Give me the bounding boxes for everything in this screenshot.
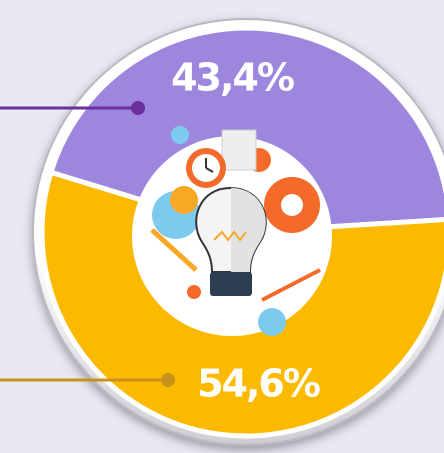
value-label: 43,4% (171, 56, 294, 100)
bubble (171, 126, 189, 144)
value-label: 54,6% (197, 362, 320, 406)
labels: 43,4% 54,6% (0, 56, 322, 406)
filament (213, 230, 247, 242)
gear (187, 285, 201, 299)
leader-dot (131, 101, 145, 115)
gear-hole (281, 194, 303, 216)
paper (221, 129, 257, 171)
pencil (150, 228, 198, 272)
illustration (150, 126, 321, 336)
gear (170, 186, 198, 214)
leader-dot (161, 373, 175, 387)
bulb-base (210, 272, 252, 296)
bubble (258, 308, 286, 336)
clock-hands (205, 158, 214, 173)
brush (261, 268, 321, 302)
bulb-shade (231, 188, 266, 272)
